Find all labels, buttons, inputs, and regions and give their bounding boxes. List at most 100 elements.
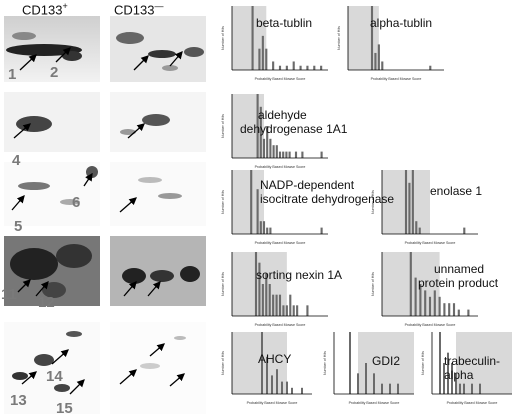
histogram-bar [292, 61, 295, 70]
histogram-bar [301, 387, 303, 394]
histogram-bar [397, 383, 399, 394]
label-ahcy: AHCY [258, 352, 292, 366]
gel-arrows [11, 47, 185, 395]
histogram-bar [268, 284, 271, 316]
chart-gdi2: Probability Based Mowse Score Number of H… [322, 330, 418, 406]
x-axis-label: Probability Based Mowse Score [255, 77, 306, 81]
histogram-bar [301, 151, 304, 158]
histogram-bar [374, 52, 377, 70]
label-aldh-line2: dehydrogenase 1A1 [240, 122, 348, 136]
histogram-bar [278, 65, 282, 70]
histogram-bar [320, 227, 323, 234]
histogram-bar [292, 305, 295, 316]
label-gdi2: GDI2 [372, 354, 401, 368]
histogram-bar [306, 305, 309, 316]
y-axis-label: Number of Hits [323, 351, 327, 375]
histogram-bar [370, 6, 374, 70]
histogram-bar [278, 294, 282, 316]
y-axis-label: Number of Hits [221, 26, 225, 50]
histogram-bar [463, 383, 465, 394]
shaded-region [358, 332, 414, 394]
histogram-bar [471, 383, 473, 394]
cd133-negative-sup: — [154, 1, 164, 11]
histogram-bar [349, 332, 351, 394]
x-axis-label: Probability Based Mowse Score [247, 401, 298, 405]
histogram-svg: Probability Based Mowse Score Number of H… [371, 252, 478, 327]
histogram-bar [294, 151, 298, 158]
gel-image-row4-neg [110, 236, 206, 306]
x-axis-label: Probability Based Mowse Score [371, 77, 422, 81]
chart-enolase: Probability Based Mowse Score Number of H… [370, 168, 482, 246]
cd133-positive-base: CD133 [22, 2, 63, 18]
histogram-bar [261, 284, 264, 316]
histogram-bar [433, 290, 436, 316]
x-axis-label: Probability Based Mowse Score [255, 323, 306, 327]
shaded-region [232, 170, 264, 234]
y-axis-label: Number of Hits [221, 190, 225, 214]
histogram-svg: Probability Based Mowse Score Number of H… [221, 94, 328, 169]
histogram-bar [479, 383, 481, 394]
histogram-bar [259, 106, 262, 158]
histogram-bar [251, 6, 254, 70]
shaded-region [232, 6, 267, 70]
histogram-bar [438, 296, 441, 316]
histogram-bar [275, 294, 278, 316]
histogram-bar [291, 387, 293, 394]
chart-aldehyde-dehydrogenase: Probability Based Mowse Score Number of H… [220, 92, 332, 170]
y-axis-label: Number of Hits [221, 351, 225, 375]
histogram-bar [455, 373, 457, 394]
label-alpha-tublin: alpha-tublin [370, 16, 433, 30]
spot-number-14: 14 [46, 368, 63, 385]
spot-number-15: 15 [56, 400, 73, 417]
spot-number-5: 5 [14, 218, 23, 235]
histogram-bar [269, 138, 272, 158]
histogram-bar [256, 94, 259, 158]
histogram-bar [377, 44, 380, 70]
label-nadp-line1: NADP-dependent [260, 178, 355, 192]
chart-alpha-tublin: Probability Based Mowse Score Number of H… [336, 4, 448, 82]
x-axis-label: Probability Based Mowse Score [405, 323, 456, 327]
shaded-region [232, 94, 264, 158]
histogram-bar [272, 145, 275, 158]
histogram-bar [389, 383, 391, 394]
histogram-bar [266, 126, 269, 158]
histogram-bar [258, 262, 261, 316]
histogram-bar [365, 363, 367, 394]
histogram-bar [254, 252, 258, 316]
histogram-bar [278, 151, 282, 158]
histogram-bar [296, 305, 299, 316]
label-unnamed-line1: unnamed [434, 262, 485, 276]
histogram-bar [414, 277, 417, 316]
histogram-bar [286, 381, 288, 394]
histogram-bar [357, 373, 359, 394]
histogram-bar [256, 189, 259, 234]
histogram-svg: Probability Based Mowse Score Number of H… [221, 332, 312, 405]
histogram-bar [266, 227, 269, 234]
histogram-bar [448, 303, 451, 316]
histogram-bar [265, 273, 268, 316]
chart-trabeculin-alpha: Probability Based Mowse Score Number of H… [420, 330, 516, 406]
histogram-bar [269, 227, 272, 234]
histogram-bar [424, 290, 427, 316]
histogram-svg: Probability Based Mowse Score Number of H… [337, 6, 444, 81]
spot-number-4: 4 [12, 152, 21, 169]
histogram-bar [250, 170, 253, 234]
chart-unnamed-protein: Probability Based Mowse Score Number of H… [370, 250, 482, 328]
label-trabeculin-alpha: trabeculin-alpha [444, 354, 501, 382]
x-axis-label: Probability Based Mowse Score [405, 241, 456, 245]
histogram-bar [373, 373, 375, 394]
histogram-bar [447, 352, 449, 394]
y-axis-label: Number of Hits [221, 114, 225, 138]
histogram-bar [282, 151, 285, 158]
histogram-bar [258, 48, 261, 70]
histogram-bar [443, 303, 446, 316]
histogram-bar [452, 303, 456, 316]
histogram-bar [289, 294, 292, 316]
spot-number-6: 6 [72, 194, 81, 211]
x-axis-label: Probability Based Mowse Score [255, 241, 306, 245]
histogram-bar [459, 383, 461, 394]
label-enolase: enolase 1 [430, 184, 483, 198]
histogram-bar [271, 375, 273, 394]
gel-image-row3-neg [110, 162, 206, 226]
histogram-bar [261, 332, 263, 394]
